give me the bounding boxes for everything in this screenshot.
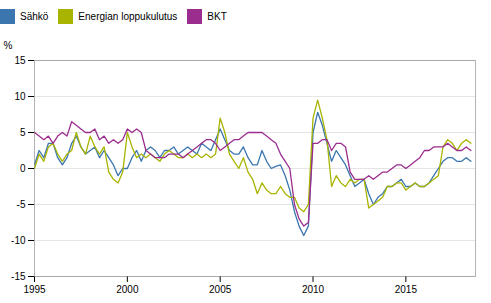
svg-text:0: 0 <box>20 163 26 174</box>
svg-text:15: 15 <box>14 55 26 66</box>
html-text:Sähkö: Sähkö <box>20 11 49 22</box>
svg-text:-15: -15 <box>11 271 26 282</box>
html-text:Energian loppukulutus: Energian loppukulutus <box>78 11 178 22</box>
svg-text:1995: 1995 <box>23 284 46 295</box>
svg-text:%: % <box>4 40 13 51</box>
svg-text:2005: 2005 <box>209 284 232 295</box>
svg-text:5: 5 <box>20 127 26 138</box>
svg-text:2010: 2010 <box>302 284 325 295</box>
html-text:BKT: BKT <box>207 11 227 22</box>
svg-text:2015: 2015 <box>395 284 418 295</box>
svg-text:-10: -10 <box>11 235 26 246</box>
svg-text:10: 10 <box>14 91 26 102</box>
svg-text:-5: -5 <box>17 199 26 210</box>
svg-text:2000: 2000 <box>116 284 139 295</box>
